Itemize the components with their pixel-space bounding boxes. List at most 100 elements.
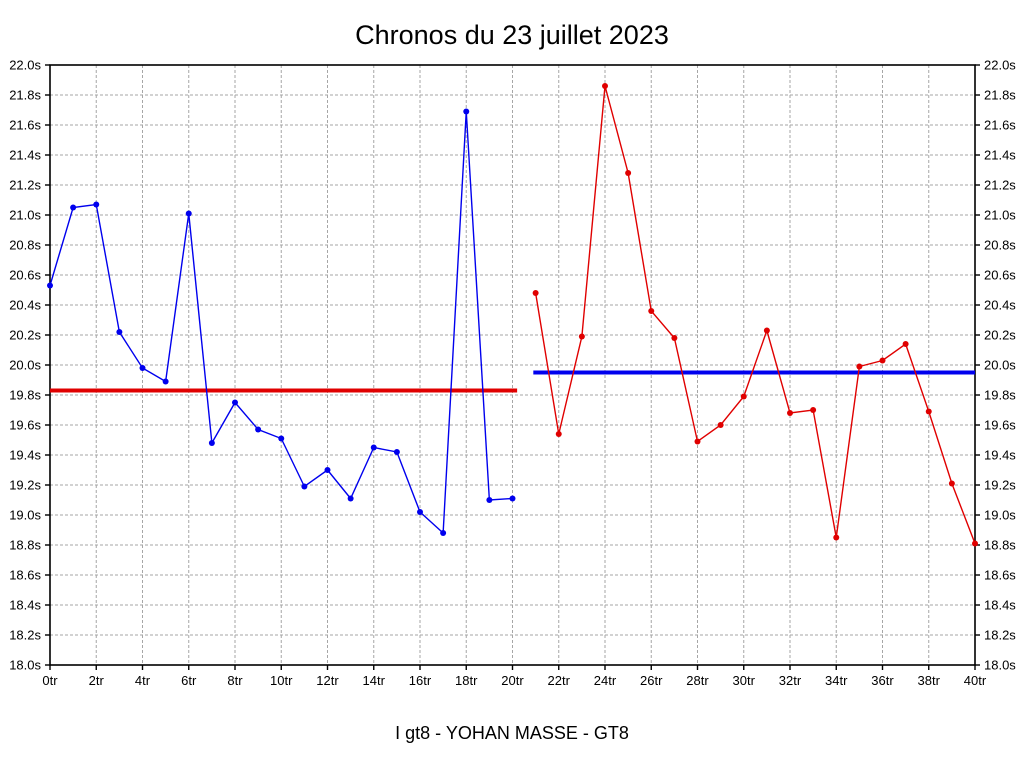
- data-point: [578, 333, 585, 340]
- y-tick-label: 18.0s: [984, 658, 1016, 673]
- data-point: [208, 440, 215, 446]
- y-tick-label: 18.0s: [9, 658, 41, 673]
- x-tick-label: 24tr: [594, 673, 617, 688]
- y-tick-label: 22.0s: [984, 58, 1016, 73]
- data-point: [902, 341, 909, 347]
- data-point: [370, 444, 377, 451]
- y-tick-label: 18.8s: [9, 538, 41, 553]
- y-tick-label: 18.8s: [984, 538, 1016, 553]
- series-second-stint-laps: [532, 83, 978, 547]
- y-tick-label: 21.2s: [9, 178, 41, 193]
- data-point: [763, 327, 770, 334]
- chart-title: Chronos du 23 juillet 2023: [355, 20, 669, 50]
- data-point: [972, 540, 978, 547]
- y-tick-label: 21.0s: [9, 208, 41, 223]
- data-point: [856, 363, 863, 370]
- data-point: [833, 534, 840, 541]
- data-point: [717, 422, 724, 428]
- y-tick-label: 19.8s: [9, 388, 41, 403]
- x-tick-label: 22tr: [548, 673, 571, 688]
- y-tick-label: 21.2s: [984, 178, 1016, 193]
- x-tick-label: 4tr: [135, 673, 151, 688]
- data-point: [417, 509, 423, 515]
- y-tick-label: 21.6s: [984, 118, 1016, 133]
- y-tick-label: 20.8s: [984, 238, 1016, 253]
- data-point: [93, 201, 100, 208]
- data-point: [324, 467, 331, 473]
- x-tick-label: 10tr: [270, 673, 293, 688]
- x-tick-label: 32tr: [779, 673, 802, 688]
- data-point: [694, 438, 701, 445]
- y-tick-label: 19.0s: [9, 508, 41, 523]
- y-tick-label: 19.8s: [984, 388, 1016, 403]
- y-tick-label: 20.4s: [9, 298, 41, 313]
- x-tick-label: 0tr: [42, 673, 58, 688]
- x-tick-label: 40tr: [964, 673, 987, 688]
- data-point: [301, 483, 308, 490]
- y-tick-label: 20.4s: [984, 298, 1016, 313]
- x-tick-label: 2tr: [89, 673, 105, 688]
- grid-layer: [49, 64, 976, 666]
- y-tick-label: 19.2s: [984, 478, 1016, 493]
- y-tick-label: 19.0s: [984, 508, 1016, 523]
- axis-ticks: [45, 64, 980, 670]
- y-tick-label: 20.2s: [9, 328, 41, 343]
- y-tick-label: 20.0s: [9, 358, 41, 373]
- y-tick-label: 20.8s: [9, 238, 41, 253]
- data-point: [532, 290, 539, 296]
- y-tick-label: 22.0s: [9, 58, 41, 73]
- y-tick-label: 21.4s: [984, 148, 1016, 163]
- data-point: [463, 108, 470, 115]
- series-line: [534, 85, 976, 544]
- y-tick-label: 20.0s: [984, 358, 1016, 373]
- data-point: [555, 431, 562, 437]
- data-point: [879, 357, 886, 364]
- data-point: [602, 83, 608, 89]
- y-tick-label: 19.6s: [9, 418, 41, 433]
- x-tick-label: 6tr: [181, 673, 197, 688]
- data-point: [162, 378, 169, 385]
- data-point: [671, 335, 678, 341]
- data-point: [948, 480, 955, 487]
- y-tick-label: 20.2s: [984, 328, 1016, 343]
- chart-footer: I gt8 - YOHAN MASSE - GT8: [395, 723, 629, 743]
- x-axis-labels: 0tr 2tr 4tr 6tr 8tr 10tr 12tr 14tr 16tr 18tr 20tr 2…: [42, 673, 986, 688]
- y-tick-label: 21.6s: [9, 118, 41, 133]
- y-tick-label: 18.4s: [984, 598, 1016, 613]
- y-tick-label: 21.0s: [984, 208, 1016, 223]
- x-tick-label: 14tr: [363, 673, 386, 688]
- y-axis-labels-right: 22.0s 21.8s 21.6s 21.4s 21.2s 21.0s 20.8s 20.6s…: [984, 58, 1016, 673]
- data-point: [47, 282, 53, 289]
- y-axis-labels-left: 22.0s 21.8s 21.6s 21.4s 21.2s 21.0s 20.8s 20.6s…: [9, 58, 41, 673]
- x-tick-label: 34tr: [825, 673, 848, 688]
- y-tick-label: 18.2s: [984, 628, 1016, 643]
- x-tick-label: 36tr: [871, 673, 894, 688]
- plot-frame: [49, 64, 976, 666]
- data-point: [347, 495, 354, 502]
- x-tick-label: 26tr: [640, 673, 663, 688]
- data-point: [255, 426, 262, 433]
- data-point: [625, 170, 632, 176]
- y-tick-label: 21.8s: [984, 88, 1016, 103]
- x-tick-label: 12tr: [316, 673, 339, 688]
- y-tick-label: 21.4s: [9, 148, 41, 163]
- y-tick-label: 20.6s: [984, 268, 1016, 283]
- data-point: [925, 408, 932, 415]
- y-tick-label: 18.2s: [9, 628, 41, 643]
- data-point: [486, 497, 493, 503]
- data-point: [232, 399, 238, 406]
- y-tick-label: 19.4s: [984, 448, 1016, 463]
- y-tick-label: 18.4s: [9, 598, 41, 613]
- data-point: [787, 410, 793, 416]
- x-tick-label: 18tr: [455, 673, 478, 688]
- y-tick-label: 21.8s: [9, 88, 41, 103]
- series-first-stint-laps: [47, 108, 516, 536]
- data-point: [648, 308, 655, 314]
- y-tick-label: 19.2s: [9, 478, 41, 493]
- x-tick-label: 20tr: [501, 673, 524, 688]
- y-tick-label: 20.6s: [9, 268, 41, 283]
- data-point: [278, 435, 285, 442]
- y-tick-label: 19.6s: [984, 418, 1016, 433]
